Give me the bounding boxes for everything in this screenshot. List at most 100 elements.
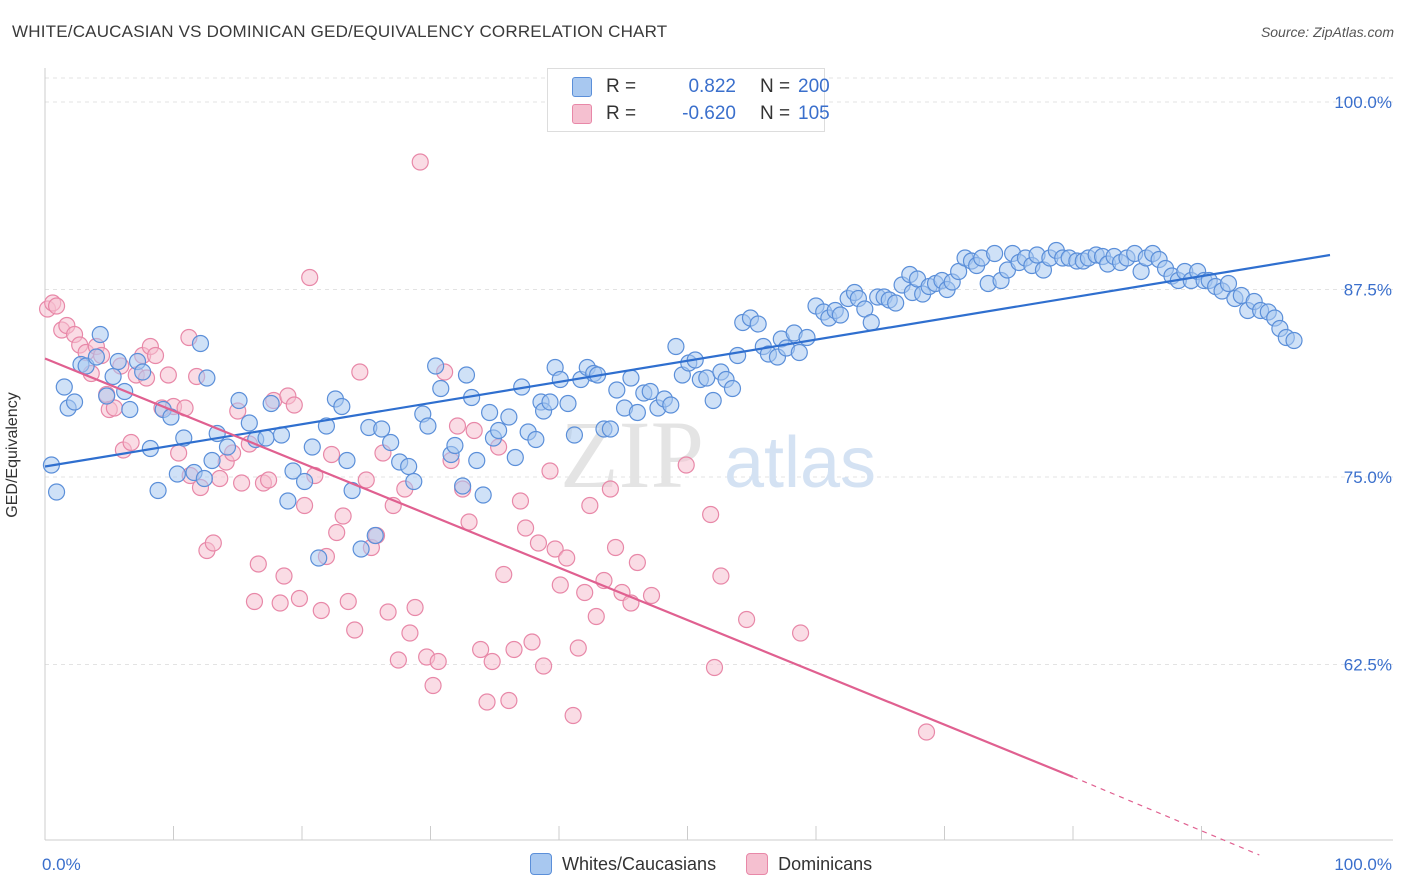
white-point: [284, 462, 302, 480]
white-point: [662, 396, 680, 414]
white-point: [541, 393, 559, 411]
white-point: [419, 417, 437, 435]
dominican-point: [500, 691, 518, 710]
white-point: [490, 421, 508, 440]
dominican-point: [495, 565, 513, 584]
dominican-point: [351, 363, 369, 381]
dominican-point: [122, 433, 140, 452]
stats-row-dominicans: R = -0.620 N = 105: [572, 101, 830, 127]
white-point: [622, 369, 640, 387]
x-tick-label-min: 0.0%: [42, 855, 81, 874]
y-tick-label: 100.0%: [1334, 93, 1392, 112]
white-point: [240, 414, 258, 432]
white-point: [427, 357, 445, 375]
white-point: [366, 526, 384, 545]
white-point: [831, 306, 850, 324]
n-label: N =: [760, 103, 791, 124]
dominican-point: [478, 693, 496, 711]
y-tick-label: 75.0%: [1344, 468, 1392, 487]
r-value: -0.620: [682, 103, 736, 124]
white-point: [382, 433, 400, 452]
white-point: [218, 438, 237, 456]
white-point: [279, 492, 297, 510]
dominican-point: [564, 706, 582, 725]
dominican-point: [146, 346, 165, 365]
white-point: [628, 403, 646, 422]
r-label: R =: [606, 76, 637, 97]
white-point: [551, 370, 569, 389]
n-label: N =: [760, 76, 791, 97]
r-label: R =: [606, 103, 637, 124]
white-point: [104, 367, 122, 386]
dominican-point: [516, 519, 535, 537]
dominican-point: [702, 505, 720, 524]
chart-title: WHITE/CAUCASIAN VS DOMINICAN GED/EQUIVAL…: [12, 22, 668, 41]
white-point: [203, 451, 221, 470]
dominican-point: [712, 567, 730, 585]
dominican-point: [677, 456, 695, 474]
white-point: [55, 378, 73, 396]
white-point: [295, 472, 314, 491]
watermark: ZIP atlas: [560, 401, 876, 508]
whites-trend-line: [44, 253, 1331, 468]
dominican-point: [534, 657, 553, 675]
white-point: [91, 325, 109, 344]
series-legend: Whites/Caucasians Dominicans: [530, 851, 902, 877]
white-point: [704, 391, 722, 410]
dominican-point: [233, 474, 251, 492]
white-point: [303, 438, 321, 456]
white-point: [454, 477, 472, 495]
white-point: [608, 381, 626, 399]
white-point: [457, 366, 476, 384]
dominican-point: [917, 723, 936, 741]
axes: [44, 68, 1393, 841]
dominican-point: [245, 592, 264, 611]
white-point: [446, 436, 464, 455]
dominican-point: [448, 417, 467, 435]
dominicans-trend-extension: [1072, 776, 1260, 856]
white-point: [373, 420, 391, 438]
dominican-point: [285, 396, 303, 414]
dominican-point: [558, 549, 576, 567]
dominican-point: [328, 523, 346, 542]
dominican-point: [551, 576, 569, 594]
dominican-point: [204, 534, 222, 552]
white-point: [310, 549, 328, 567]
white-point: [168, 465, 186, 483]
y-tick-label: 87.5%: [1344, 281, 1392, 300]
whites-swatch: [572, 77, 592, 97]
x-tick-label-max: 100.0%: [1334, 855, 1392, 874]
whites-legend-swatch: [530, 853, 552, 875]
white-point: [121, 400, 139, 419]
dominican-point: [546, 540, 564, 558]
dominican-point: [429, 652, 447, 671]
x-tick-labels: 0.0% 100.0%: [42, 855, 1392, 874]
white-point: [862, 313, 880, 332]
white-point: [65, 393, 84, 411]
white-point: [641, 382, 659, 401]
n-value: 200: [798, 76, 830, 97]
white-point: [887, 294, 905, 312]
dominican-point: [275, 567, 293, 585]
dominicans-swatch: [572, 104, 592, 124]
dominican-point: [47, 297, 66, 315]
watermark-atlas: atlas: [724, 423, 876, 503]
dominican-point: [290, 589, 309, 608]
white-point: [338, 451, 356, 470]
white-point: [405, 472, 423, 491]
dominicans-trend-line: [44, 357, 1074, 779]
white-point: [87, 348, 106, 366]
dominican-point: [460, 513, 478, 531]
dominican-point: [312, 601, 330, 620]
dominican-point: [357, 471, 375, 489]
white-point: [506, 448, 524, 467]
white-point: [468, 451, 486, 470]
white-point: [109, 352, 127, 371]
dominican-point: [505, 640, 523, 659]
y-tick-label: 62.5%: [1344, 656, 1392, 675]
dominican-point: [259, 471, 278, 489]
white-point: [1219, 274, 1238, 293]
white-point: [262, 394, 280, 413]
dominican-point: [159, 366, 177, 384]
